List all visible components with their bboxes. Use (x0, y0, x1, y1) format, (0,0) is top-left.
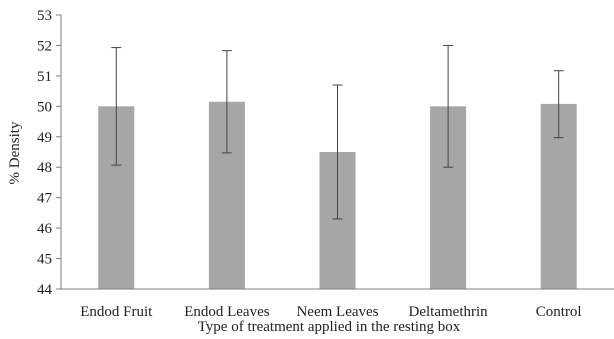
y-tick-label: 51 (37, 69, 52, 85)
y-axis-title: % Density (7, 121, 23, 184)
x-tick-label: Deltamethrin (409, 304, 489, 320)
y-tick-label: 48 (37, 160, 52, 176)
y-tick-label: 52 (37, 38, 52, 54)
x-axis-title: Type of treatment applied in the resting… (198, 319, 461, 335)
y-tick-label: 53 (37, 8, 52, 24)
x-tick-label: Endod Leaves (184, 304, 270, 320)
y-tick-label: 44 (37, 282, 53, 298)
y-tick-label: 49 (37, 130, 52, 146)
y-tick-label: 45 (37, 252, 52, 268)
error-bars (111, 44, 564, 220)
y-tick-label: 46 (37, 221, 53, 237)
y-tick-label: 50 (37, 99, 52, 115)
y-axis-ticks: 44 45 46 47 48 49 50 51 52 53 (37, 8, 61, 298)
x-axis-labels: Endod Fruit Endod Leaves Neem Leaves Deltam… (80, 304, 581, 320)
x-tick-label: Endod Fruit (80, 304, 153, 320)
x-tick-label: Neem Leaves (296, 304, 378, 320)
y-tick-label: 47 (37, 191, 53, 207)
x-tick-label: Control (536, 304, 582, 320)
